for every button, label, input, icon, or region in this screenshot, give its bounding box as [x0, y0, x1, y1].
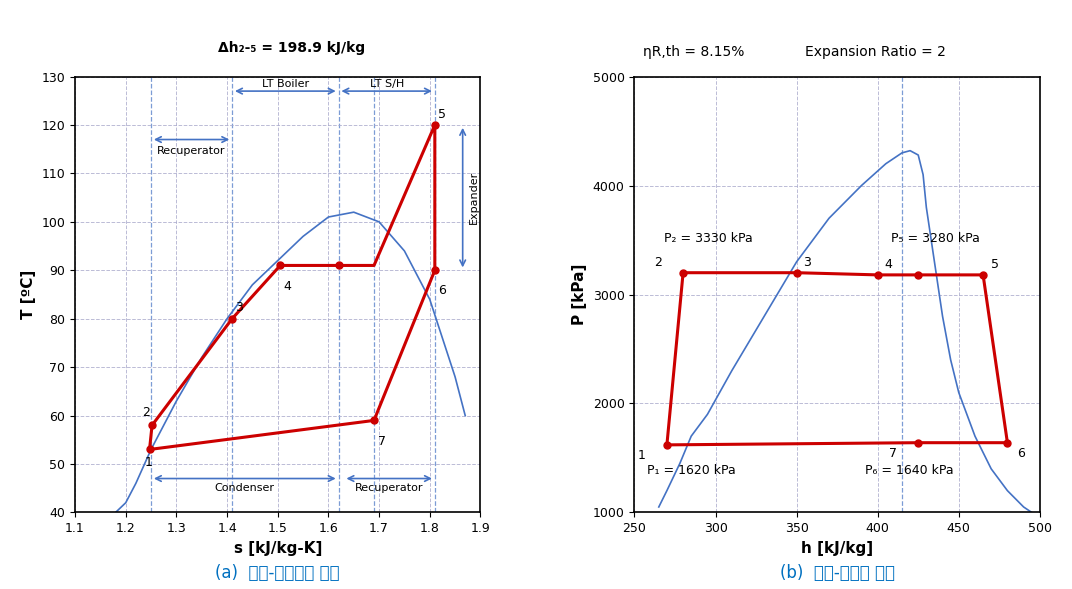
Text: 6: 6	[1017, 447, 1025, 460]
Text: P₁ = 1620 kPa: P₁ = 1620 kPa	[647, 464, 736, 477]
Text: Δh₂-₅ = 198.9 kJ/kg: Δh₂-₅ = 198.9 kJ/kg	[219, 41, 366, 55]
Text: 4: 4	[884, 259, 892, 272]
X-axis label: s [kJ/kg-K]: s [kJ/kg-K]	[234, 541, 322, 555]
Text: P₅ = 3280 kPa: P₅ = 3280 kPa	[891, 232, 980, 245]
Text: 5: 5	[438, 108, 446, 121]
Text: Expansion Ratio = 2: Expansion Ratio = 2	[805, 45, 946, 59]
X-axis label: h [kJ/kg]: h [kJ/kg]	[801, 541, 874, 555]
Y-axis label: T [ºC]: T [ºC]	[20, 270, 35, 319]
Text: ηR,th = 8.15%: ηR,th = 8.15%	[642, 45, 744, 59]
Text: (a)  온도-엔트로피 선도: (a) 온도-엔트로피 선도	[215, 564, 340, 582]
Text: 7: 7	[889, 447, 897, 460]
Text: Recuperator: Recuperator	[355, 482, 423, 492]
Text: Condenser: Condenser	[214, 482, 274, 492]
Text: 2: 2	[654, 256, 661, 269]
Text: 3: 3	[235, 302, 243, 315]
Text: 4: 4	[284, 280, 292, 293]
Text: 3: 3	[803, 256, 812, 269]
Text: Recuperator: Recuperator	[158, 146, 226, 156]
Text: P₆ = 1640 kPa: P₆ = 1640 kPa	[865, 464, 953, 477]
Y-axis label: P [kPa]: P [kPa]	[572, 264, 587, 325]
Text: 7: 7	[377, 435, 386, 448]
Text: 2: 2	[142, 406, 150, 419]
Text: (b)  압력-엔탈피 선도: (b) 압력-엔탈피 선도	[779, 564, 895, 582]
Text: 6: 6	[438, 284, 446, 297]
Text: 5: 5	[992, 259, 999, 272]
Text: Expander: Expander	[468, 171, 479, 224]
Text: LT Boiler: LT Boiler	[262, 79, 309, 89]
Text: 1: 1	[145, 456, 152, 469]
Text: LT S/H: LT S/H	[370, 79, 404, 89]
Text: 1: 1	[638, 449, 645, 462]
Text: P₂ = 3330 kPa: P₂ = 3330 kPa	[664, 232, 753, 245]
